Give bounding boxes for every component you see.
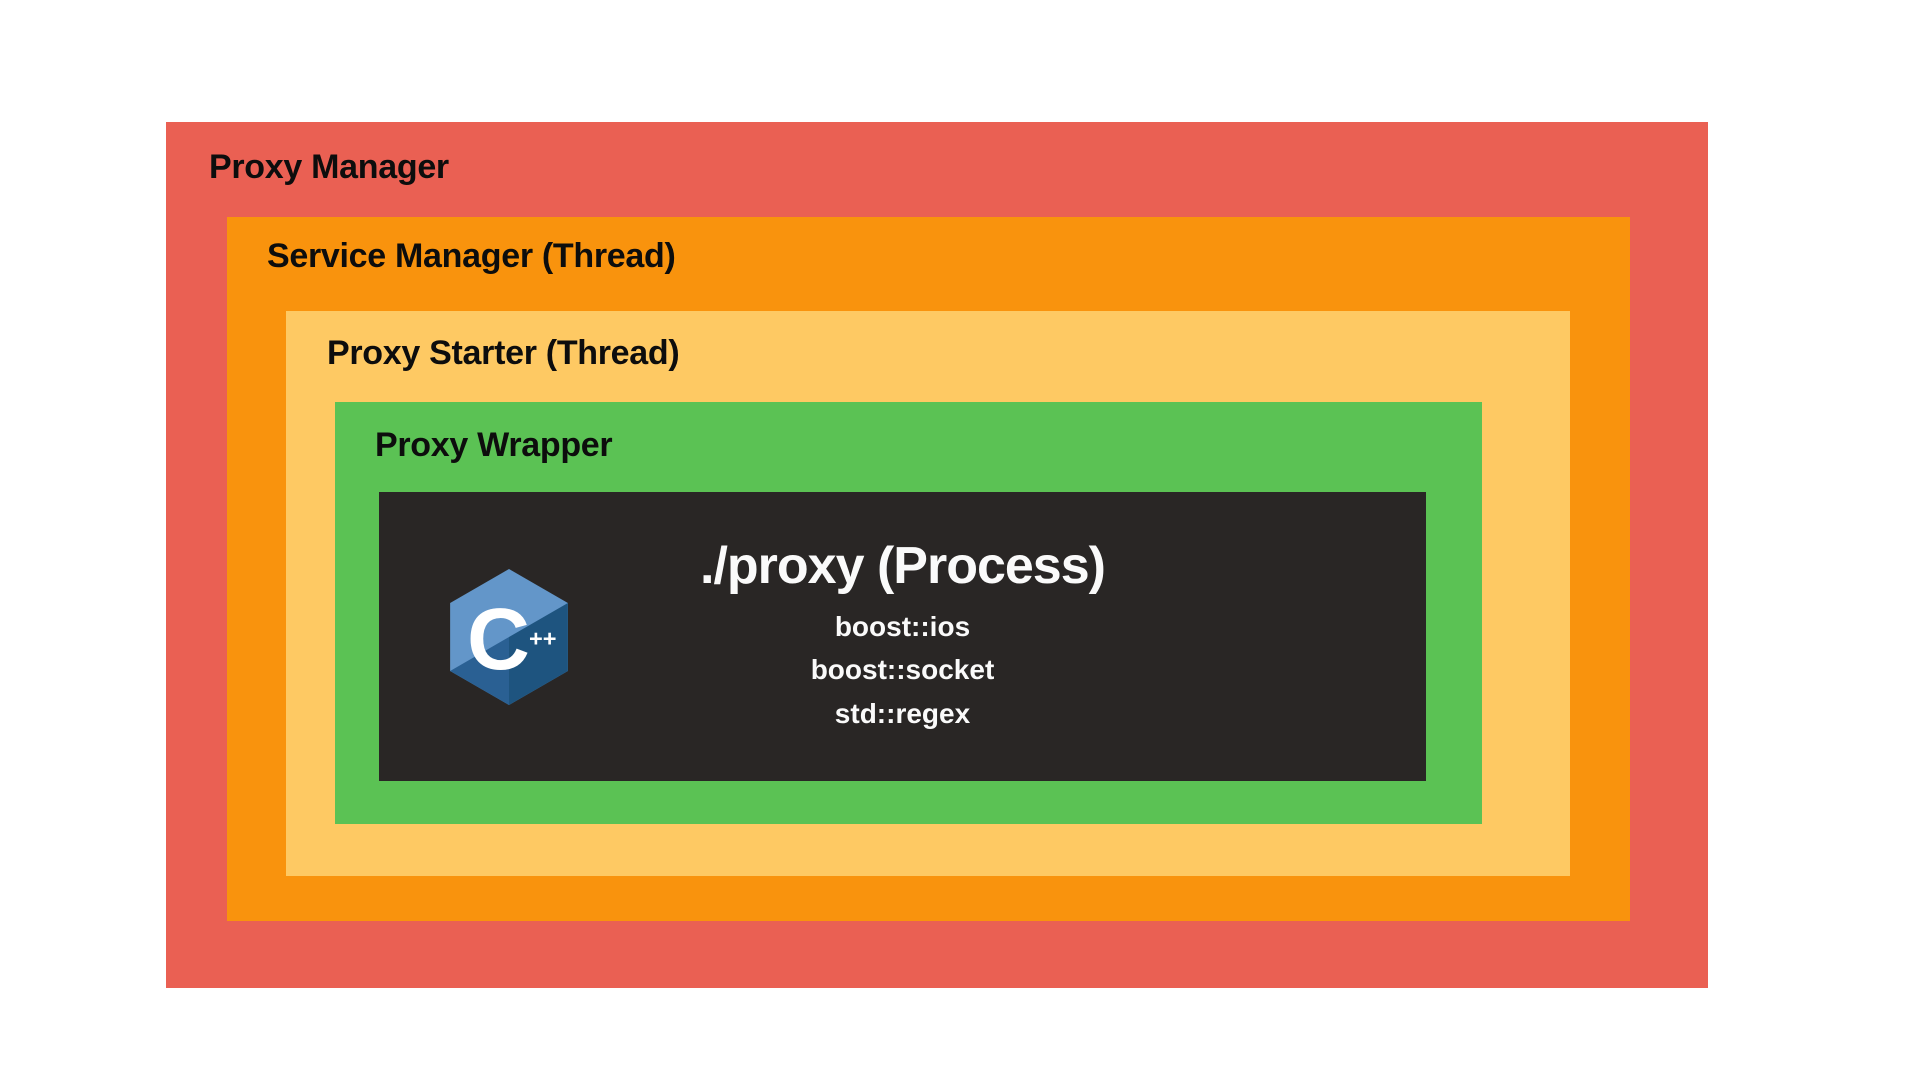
layer-label-service-manager: Service Manager (Thread) [267, 237, 676, 275]
layer-service-manager: Service Manager (Thread) Proxy Starter (… [227, 217, 1630, 921]
cpp-logo-icon: C ++ [450, 568, 568, 705]
layer-label-proxy-wrapper: Proxy Wrapper [375, 426, 613, 464]
layer-proxy-starter: Proxy Starter (Thread) Proxy Wrapper C [286, 311, 1570, 876]
layer-label-proxy-manager: Proxy Manager [209, 148, 449, 186]
layer-label-proxy-starter: Proxy Starter (Thread) [327, 334, 680, 372]
process-libraries: boost::ios boost::socket std::regex [811, 605, 995, 735]
library-line: boost::ios [834, 611, 971, 642]
layer-proxy-wrapper: Proxy Wrapper C ++ [335, 402, 1482, 824]
layer-proxy-manager: Proxy Manager Service Manager (Thread) P… [166, 122, 1708, 988]
process-box: C ++ ./proxy (Process) boost::ios boost:… [379, 492, 1426, 781]
process-title: ./proxy (Process) [700, 536, 1106, 595]
cpp-logo-letter: C [467, 591, 530, 688]
library-line: boost::socket [810, 654, 995, 686]
library-line: std::regex [834, 697, 971, 729]
cpp-logo-plusplus: ++ [529, 625, 556, 651]
